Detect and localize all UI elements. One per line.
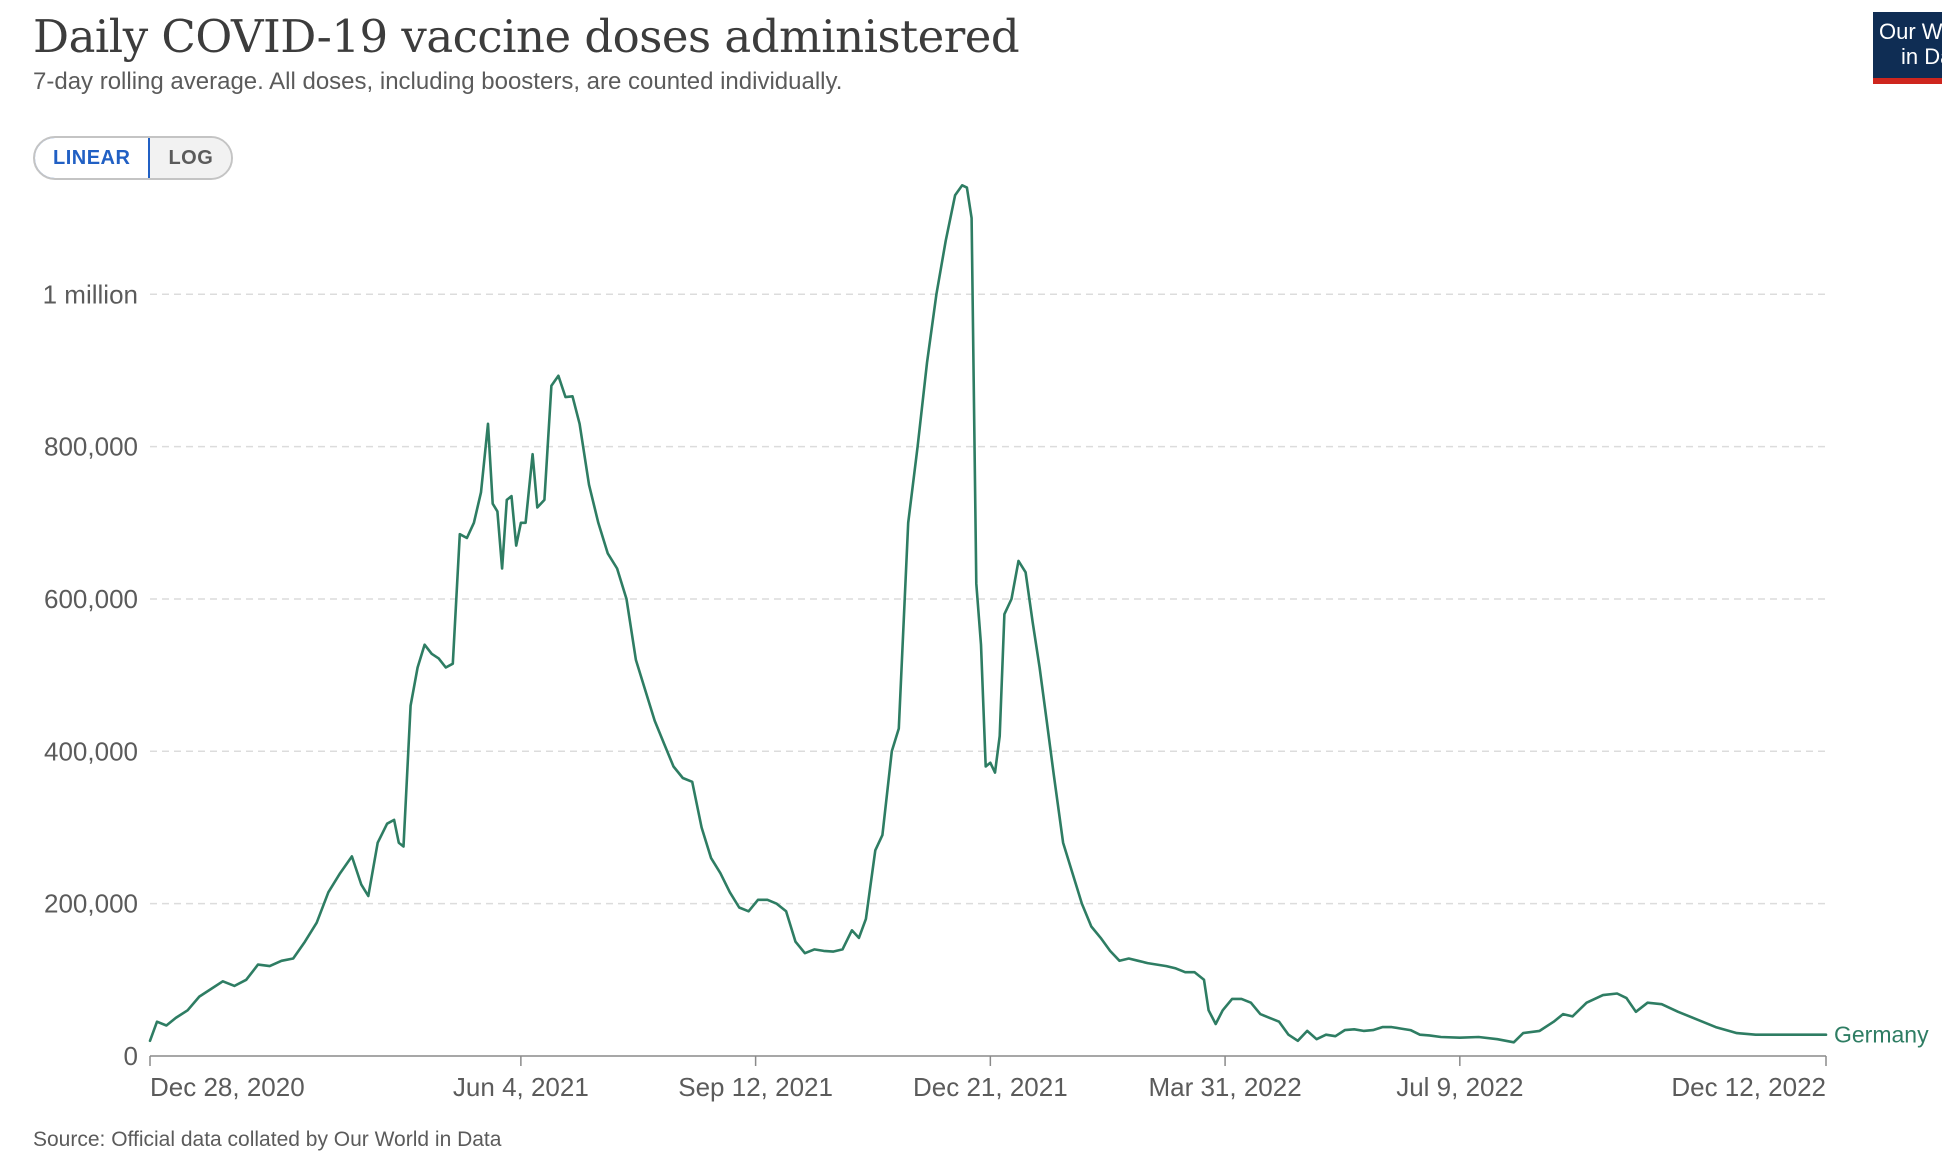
linear-scale-button[interactable]: LINEAR [35,138,151,178]
logo-line-2: in Da [1901,44,1942,69]
x-tick-label-4: Mar 31, 2022 [1148,1072,1301,1102]
x-tick-label-3: Dec 21, 2021 [913,1072,1068,1102]
x-axis: Dec 28, 2020 Jun 4, 2021 Sep 12, 2021 Dec 2… [149,1055,1827,1102]
y-tick-label-3: 600,000 [44,584,138,614]
x-tick-label-5: Jul 9, 2022 [1396,1072,1523,1102]
y-tick-label-4: 800,000 [44,432,138,462]
x-tick-label-6: Dec 12, 2022 [1671,1072,1826,1102]
log-scale-button[interactable]: LOG [150,138,232,178]
x-tick-label-2: Sep 12, 2021 [678,1072,833,1102]
owid-logo[interactable]: Our W in Da [1873,12,1942,84]
logo-line-1: Our W [1879,19,1942,44]
y-axis: 0 200,000 400,000 600,000 800,000 1 million [43,279,138,1071]
chart-grid [150,293,1826,905]
page-title: Daily COVID-19 vaccine doses administere… [33,10,1020,63]
y-tick-label-2: 400,000 [44,736,138,766]
chart-series: Germany [148,184,1929,1048]
page-subtitle: 7-day rolling average. All doses, includ… [33,68,843,95]
source-note: Source: Official data collated by Our Wo… [33,1128,502,1151]
y-tick-label-0: 0 [124,1041,138,1071]
x-tick-label-1: Jun 4, 2021 [453,1072,589,1102]
series-line-germany[interactable] [148,184,1828,1044]
series-label-germany: Germany [1834,1022,1929,1048]
y-tick-label-1: 200,000 [44,889,138,919]
scale-toggle: LINEAR LOG [33,136,234,180]
y-tick-label-5: 1 million [43,279,138,309]
x-tick-label-0: Dec 28, 2020 [150,1072,305,1102]
